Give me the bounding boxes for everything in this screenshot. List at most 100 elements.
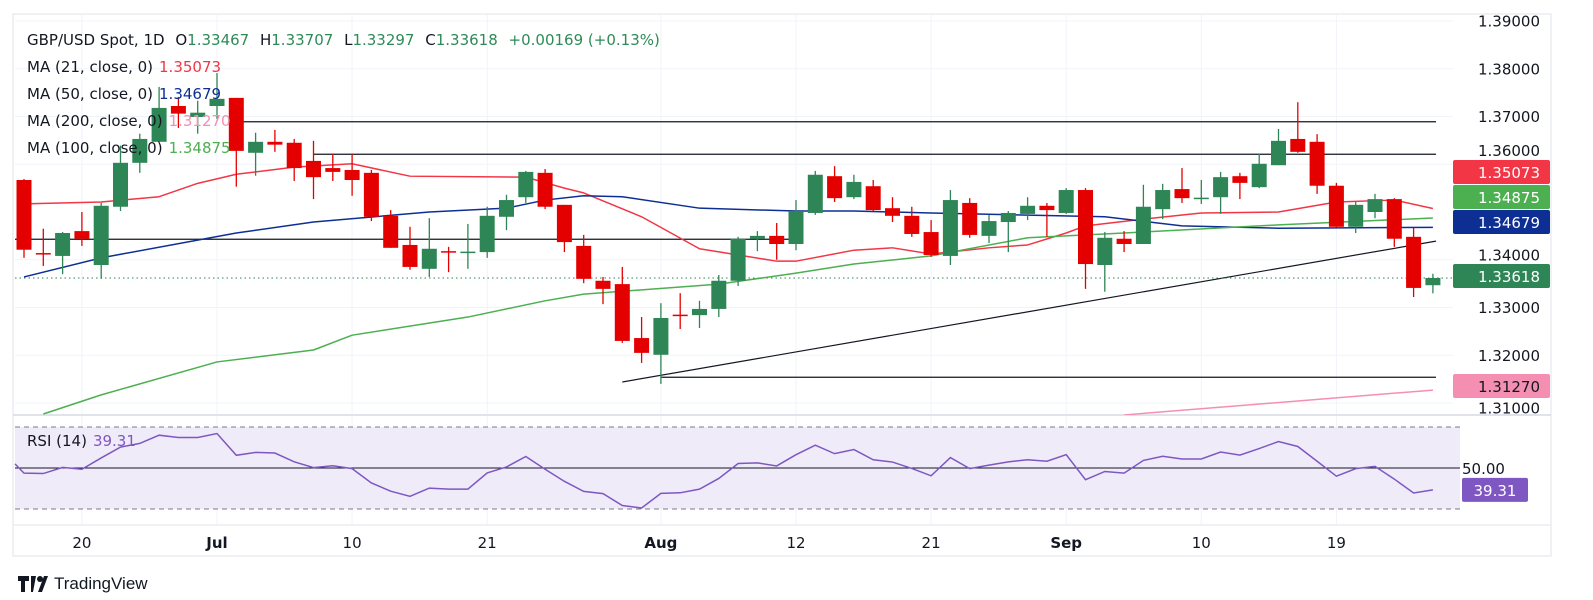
legend-ma100[interactable]: MA (100, close, 0) 1.34875 (27, 138, 231, 158)
candle-down (1328, 182, 1344, 228)
rsi-tag-value: 39.31 (1474, 482, 1517, 500)
price-axis[interactable]: 1.39000 1.38000 1.37000 1.36000 1.34000 1.330… (1462, 13, 1540, 479)
price-tag[interactable]: 1.33618 (1453, 264, 1550, 288)
rsi-label: RSI (14) (27, 432, 87, 450)
price-tag[interactable]: 1.34875 (1453, 185, 1550, 209)
price-tag[interactable]: 1.31270 (1453, 374, 1550, 398)
candle-down (923, 220, 939, 257)
trendline (622, 240, 1437, 383)
price-tag-bg (1453, 160, 1550, 184)
time-tick-label: Jul (205, 534, 227, 552)
candle-body (1348, 204, 1364, 227)
candle-down (1039, 202, 1055, 237)
candle-down (325, 153, 341, 181)
candle-up (1425, 273, 1441, 294)
candle-up (653, 303, 669, 384)
candle-up (1058, 188, 1074, 214)
candle-down (402, 226, 418, 270)
ma50-label: MA (50, close, 0) (27, 85, 154, 103)
candle-body (556, 204, 572, 243)
candle-up (846, 174, 862, 200)
ma21-label: MA (21, close, 0) (27, 58, 154, 76)
candle-up (499, 194, 514, 231)
candle-up (518, 170, 534, 203)
candle-down (16, 179, 32, 258)
candle-body (132, 138, 148, 163)
price-tag-bg (1453, 374, 1550, 398)
candle-up (209, 73, 225, 119)
candle-body (1039, 205, 1055, 211)
candle-body (248, 141, 264, 153)
price-tag-bg (1453, 210, 1550, 234)
candle-body (1328, 185, 1344, 227)
candle-down (885, 197, 900, 223)
candle-down (556, 204, 572, 253)
open-value: 1.33467 (187, 31, 250, 49)
candle-up (55, 232, 71, 275)
candle-down (267, 129, 283, 152)
candle-body (807, 174, 823, 213)
rsi-pane (15, 426, 1460, 510)
price-tick-label: 1.33000 (1478, 299, 1540, 317)
candle-body (1271, 140, 1286, 166)
candle-body (1135, 206, 1151, 244)
candle-body (325, 168, 341, 172)
candle-body (1097, 237, 1113, 266)
candle-up (93, 202, 109, 279)
moving-averages (23, 163, 1434, 415)
price-tag-value: 1.34875 (1478, 189, 1540, 207)
time-tick-label: 21 (922, 534, 941, 552)
change-value: +0.00169 (+0.13%) (508, 31, 660, 49)
candle-body (692, 308, 707, 316)
candle-down (344, 153, 360, 196)
candle-body (1193, 197, 1209, 200)
candle-up (788, 200, 804, 251)
price-tick-label: 1.39000 (1478, 13, 1540, 31)
candle-body (1155, 190, 1171, 210)
candle-up (1155, 183, 1171, 220)
candle-body (1251, 163, 1267, 188)
price-tag-value: 1.33618 (1478, 268, 1540, 286)
candle-up (711, 275, 727, 318)
time-tick-label: 19 (1327, 534, 1346, 552)
tradingview-logo[interactable]: TradingView (18, 574, 148, 594)
candle-body (479, 215, 495, 253)
time-axis[interactable]: 20 Jul 10 21 Aug 12 21 Sep 10 19 (72, 534, 1346, 552)
legend-ma50[interactable]: MA (50, close, 0) 1.34679 (27, 84, 221, 104)
candle-body (16, 180, 32, 250)
ma200-label: MA (200, close, 0) (27, 112, 163, 130)
candle-body (1386, 199, 1402, 239)
candle-down (865, 180, 881, 212)
rsi-tag[interactable]: 39.31 (1462, 477, 1528, 502)
candle-up (692, 300, 707, 329)
candle-up (1020, 197, 1036, 221)
candle-body (885, 208, 900, 216)
candle-down (1116, 231, 1132, 253)
candle-body (1425, 277, 1441, 286)
candle-body (113, 162, 128, 207)
close-label: C (425, 31, 436, 49)
rsi-value: 39.31 (92, 432, 136, 450)
candle-up (1213, 171, 1229, 214)
candle-body (518, 171, 534, 198)
ma100-label: MA (100, close, 0) (27, 139, 163, 157)
candle-down (614, 266, 630, 343)
candle-body (1309, 141, 1325, 186)
candle-down (904, 206, 920, 237)
candle-up (151, 86, 167, 142)
candle-down (1290, 102, 1306, 153)
price-tag[interactable]: 1.34679 (1453, 210, 1550, 234)
symbol-title: GBP/USD Spot, 1D (27, 31, 165, 49)
candle-down (170, 96, 186, 128)
candle-body (35, 253, 51, 255)
legend-ma21[interactable]: MA (21, close, 0) 1.35073 (27, 57, 221, 77)
candle-up (132, 133, 148, 173)
ma-line (23, 195, 1433, 278)
open-label: O (175, 31, 188, 49)
candle-body (576, 245, 592, 279)
price-tick-label: 1.32000 (1478, 347, 1540, 365)
price-tag[interactable]: 1.35073 (1453, 160, 1550, 184)
legend-ma200[interactable]: MA (200, close, 0) 1.31270 (27, 111, 231, 131)
legend-rsi[interactable]: RSI (14) 39.31 (27, 431, 136, 451)
